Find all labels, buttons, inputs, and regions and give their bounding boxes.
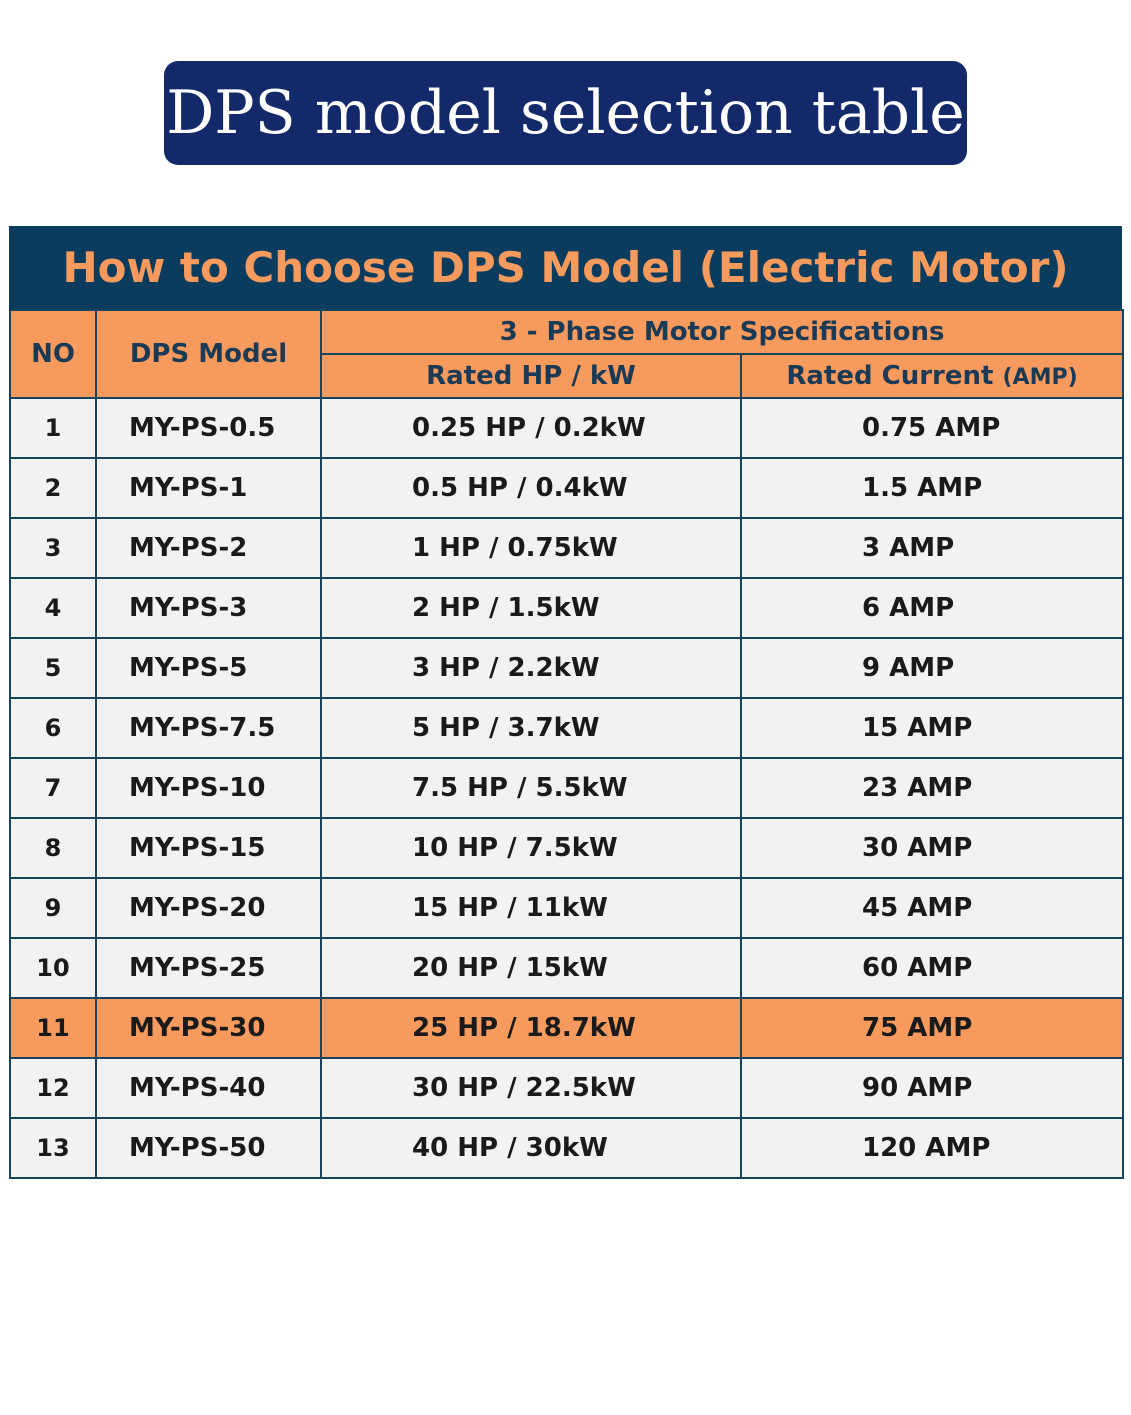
table-row: 3 MY-PS-2 1 HP / 0.75kW 3 AMP <box>9 517 1124 579</box>
cell-rated-hp: 30 HP / 22.5kW <box>320 1057 742 1119</box>
table-row: 9 MY-PS-20 15 HP / 11kW 45 AMP <box>9 877 1124 939</box>
table-row: 10 MY-PS-25 20 HP / 15kW 60 AMP <box>9 937 1124 999</box>
cell-model: MY-PS-3 <box>95 577 322 639</box>
table-row: 6 MY-PS-7.5 5 HP / 3.7kW 15 AMP <box>9 697 1124 759</box>
cell-model: MY-PS-10 <box>95 757 322 819</box>
table-row: 11 MY-PS-30 25 HP / 18.7kW 75 AMP <box>9 997 1124 1059</box>
cell-no: 7 <box>9 757 97 819</box>
header-rated-current-unit: (AMP) <box>1002 365 1078 390</box>
title-banner: DPS model selection table <box>164 61 967 165</box>
table-row: 7 MY-PS-10 7.5 HP / 5.5kW 23 AMP <box>9 757 1124 819</box>
cell-no: 8 <box>9 817 97 879</box>
header-motor-specs: 3 - Phase Motor Specifications <box>320 309 1124 355</box>
table-row: 12 MY-PS-40 30 HP / 22.5kW 90 AMP <box>9 1057 1124 1119</box>
header-row-sub: Rated HP / kW Rated Current (AMP) <box>10 353 1124 399</box>
cell-model: MY-PS-50 <box>95 1117 322 1179</box>
cell-model: MY-PS-5 <box>95 637 322 699</box>
cell-rated-current: 120 AMP <box>740 1117 1124 1179</box>
cell-rated-hp: 25 HP / 18.7kW <box>320 997 742 1059</box>
header-rated-current-label: Rated Current <box>786 361 994 391</box>
table-row: 4 MY-PS-3 2 HP / 1.5kW 6 AMP <box>9 577 1124 639</box>
cell-rated-current: 3 AMP <box>740 517 1124 579</box>
cell-rated-hp: 0.5 HP / 0.4kW <box>320 457 742 519</box>
cell-no: 12 <box>9 1057 97 1119</box>
table-row: 13 MY-PS-50 40 HP / 30kW 120 AMP <box>9 1117 1124 1179</box>
cell-no: 1 <box>9 397 97 459</box>
header-row-top: NO DPS Model 3 - Phase Motor Specificati… <box>9 309 1124 399</box>
cell-no: 4 <box>9 577 97 639</box>
cell-rated-hp: 15 HP / 11kW <box>320 877 742 939</box>
cell-model: MY-PS-0.5 <box>95 397 322 459</box>
cell-rated-current: 0.75 AMP <box>740 397 1124 459</box>
cell-rated-hp: 5 HP / 3.7kW <box>320 697 742 759</box>
table-row: 1 MY-PS-0.5 0.25 HP / 0.2kW 0.75 AMP <box>9 397 1124 459</box>
table-body: 1 MY-PS-0.5 0.25 HP / 0.2kW 0.75 AMP 2 MY-PS-… <box>9 397 1124 1179</box>
table-row: 8 MY-PS-15 10 HP / 7.5kW 30 AMP <box>9 817 1124 879</box>
cell-rated-current: 60 AMP <box>740 937 1124 999</box>
cell-rated-current: 1.5 AMP <box>740 457 1124 519</box>
cell-rated-current: 6 AMP <box>740 577 1124 639</box>
cell-no: 10 <box>9 937 97 999</box>
cell-rated-current: 15 AMP <box>740 697 1124 759</box>
table-heading: How to Choose DPS Model (Electric Motor) <box>9 226 1122 309</box>
cell-model: MY-PS-1 <box>95 457 322 519</box>
cell-model: MY-PS-2 <box>95 517 322 579</box>
cell-no: 9 <box>9 877 97 939</box>
cell-model: MY-PS-15 <box>95 817 322 879</box>
cell-rated-current: 9 AMP <box>740 637 1124 699</box>
cell-rated-hp: 3 HP / 2.2kW <box>320 637 742 699</box>
cell-rated-hp: 10 HP / 7.5kW <box>320 817 742 879</box>
cell-model: MY-PS-20 <box>95 877 322 939</box>
cell-rated-hp: 0.25 HP / 0.2kW <box>320 397 742 459</box>
cell-rated-current: 75 AMP <box>740 997 1124 1059</box>
cell-rated-current: 30 AMP <box>740 817 1124 879</box>
selection-table-container: How to Choose DPS Model (Electric Motor)… <box>9 226 1124 1179</box>
cell-no: 11 <box>9 997 97 1059</box>
selection-table: NO DPS Model 3 - Phase Motor Specificati… <box>9 309 1124 1179</box>
cell-model: MY-PS-30 <box>95 997 322 1059</box>
cell-no: 2 <box>9 457 97 519</box>
cell-no: 3 <box>9 517 97 579</box>
table-row: 5 MY-PS-5 3 HP / 2.2kW 9 AMP <box>9 637 1124 699</box>
cell-model: MY-PS-40 <box>95 1057 322 1119</box>
header-dps-model: DPS Model <box>95 309 322 399</box>
cell-rated-hp: 2 HP / 1.5kW <box>320 577 742 639</box>
header-rated-hp: Rated HP / kW <box>320 353 742 399</box>
table-row: 2 MY-PS-1 0.5 HP / 0.4kW 1.5 AMP <box>9 457 1124 519</box>
cell-no: 6 <box>9 697 97 759</box>
cell-rated-hp: 1 HP / 0.75kW <box>320 517 742 579</box>
cell-rated-current: 90 AMP <box>740 1057 1124 1119</box>
page-title: DPS model selection table <box>166 78 965 148</box>
cell-rated-current: 45 AMP <box>740 877 1124 939</box>
cell-rated-current: 23 AMP <box>740 757 1124 819</box>
cell-rated-hp: 20 HP / 15kW <box>320 937 742 999</box>
cell-model: MY-PS-7.5 <box>95 697 322 759</box>
cell-no: 5 <box>9 637 97 699</box>
header-no: NO <box>9 309 97 399</box>
header-rated-current: Rated Current (AMP) <box>740 353 1124 399</box>
cell-rated-hp: 40 HP / 30kW <box>320 1117 742 1179</box>
cell-rated-hp: 7.5 HP / 5.5kW <box>320 757 742 819</box>
cell-no: 13 <box>9 1117 97 1179</box>
cell-model: MY-PS-25 <box>95 937 322 999</box>
